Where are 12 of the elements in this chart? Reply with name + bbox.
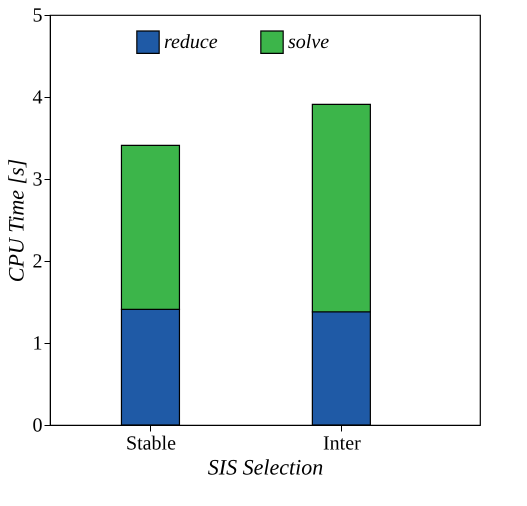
y-tick-label: 1 <box>32 332 42 354</box>
x-tick-label: Stable <box>126 432 176 454</box>
y-tick-label: 0 <box>32 414 42 436</box>
y-axis-title: CPU Time [s] <box>4 158 28 282</box>
x-axis-title: SIS Selection <box>208 454 324 480</box>
y-tick-label: 5 <box>32 4 42 26</box>
y-tick-label: 4 <box>32 86 42 108</box>
x-tick-label: Inter <box>322 432 362 454</box>
legend-label: solve <box>288 31 330 54</box>
y-tick-label: 3 <box>32 168 42 190</box>
y-tick-label: 2 <box>32 250 42 272</box>
legend-label: reduce <box>164 31 218 54</box>
